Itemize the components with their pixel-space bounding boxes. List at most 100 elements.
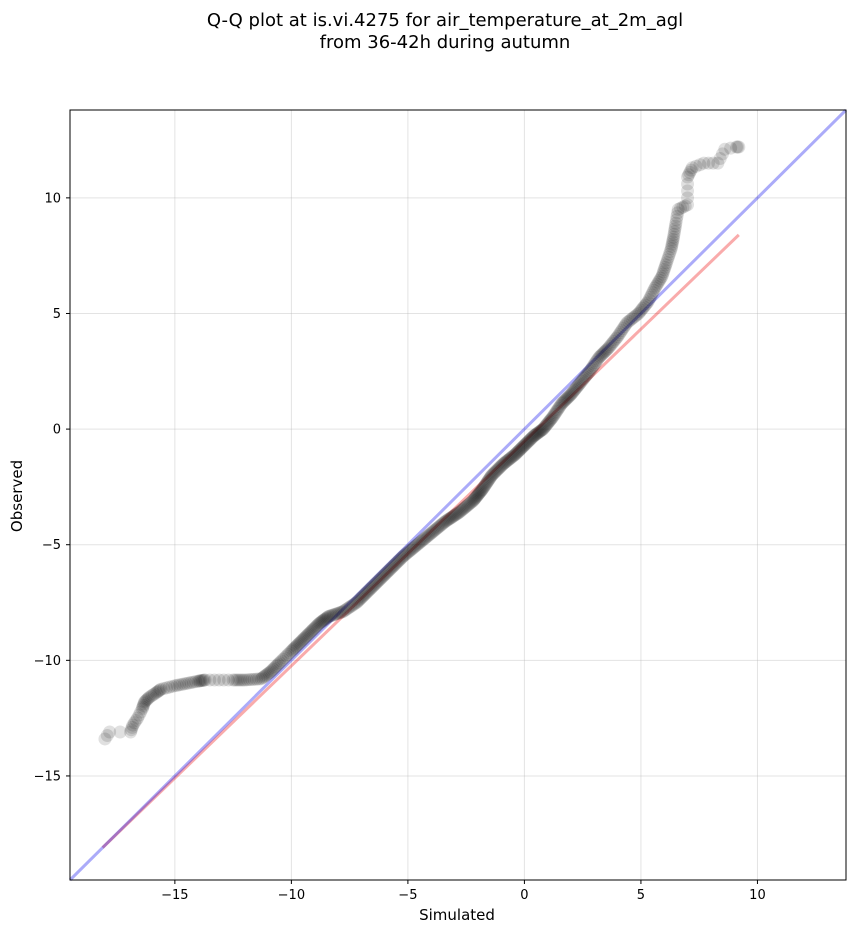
qq-point [364,582,378,596]
qq-point [319,612,333,626]
qq-point [266,662,280,676]
qq-point [240,673,254,687]
qq-point [537,421,551,435]
qq-point [546,409,560,423]
qq-point [286,643,300,657]
qq-point [667,230,681,244]
qq-point [533,424,547,438]
qq-point [289,639,303,653]
qq-point [527,429,541,443]
qq-point [667,225,681,239]
qq-point [650,277,664,291]
qq-point [300,629,314,643]
qq-point [103,725,117,739]
qq-point [417,532,431,546]
reference-lines [68,108,848,882]
qq-point [267,661,281,675]
qq-point [659,258,673,272]
qq-point [175,677,189,691]
qq-point [460,499,474,513]
qq-point [401,545,415,559]
qq-point [507,448,521,462]
qq-point [263,665,277,679]
x-tick-label: −15 [161,888,188,903]
qq-point [157,682,171,696]
qq-point [159,681,173,695]
qq-point [605,336,619,350]
qq-point [388,557,402,571]
qq-point [667,227,681,241]
qq-point [322,609,336,623]
qq-point [383,562,397,576]
qq-point [357,589,371,603]
qq-point [252,672,266,686]
qq-point [385,561,399,575]
qq-point [369,576,383,590]
qq-point [681,198,695,212]
qq-point [295,634,309,648]
qq-point [516,440,530,454]
qq-point [386,560,400,574]
qq-point [570,380,584,394]
qq-point [137,697,151,711]
qq-point [473,485,487,499]
qq-point [302,627,316,641]
qq-point [312,616,326,630]
qq-point [457,501,471,515]
qq-point [228,673,242,687]
qq-point [459,500,473,514]
qq-point [320,611,334,625]
qq-point [474,484,488,498]
qq-point [609,331,623,345]
qq-point [310,619,324,633]
qq-point [431,521,445,535]
qq-point [329,607,343,621]
qq-point [666,232,680,246]
qq-point [561,390,575,404]
qq-point [528,428,542,442]
qq-point [387,559,401,573]
qq-point [182,676,196,690]
qq-point [443,512,457,526]
qq-point [293,636,307,650]
qq-point [173,678,187,692]
qq-point [113,725,127,739]
qq-point [428,523,442,537]
qq-point [669,213,683,227]
qq-point [519,436,533,450]
y-tick-label: 5 [53,307,61,322]
qq-point [309,620,323,634]
qq-point [382,563,396,577]
qq-point [593,349,607,363]
qq-point [432,520,446,534]
qq-point [124,725,138,739]
qq-point [669,216,683,230]
qq-point [436,517,450,531]
qq-point [392,554,406,568]
qq-point [414,535,428,549]
identity-line [68,108,848,882]
qq-point [542,415,556,429]
qq-point [483,471,497,485]
qq-point [315,614,329,628]
qq-point [323,609,337,623]
qq-point [230,673,244,687]
x-tick-label: −10 [278,888,305,903]
qq-point [180,676,194,690]
qq-point [411,537,425,551]
qq-point [504,451,518,465]
qq-point [718,142,732,156]
qq-point [398,548,412,562]
qq-point [347,598,361,612]
qq-point [170,678,184,692]
qq-point [452,505,466,519]
qq-point [625,312,639,326]
qq-point [311,617,325,631]
qq-point [511,445,525,459]
qq-point [470,489,484,503]
qq-point [339,603,353,617]
qq-point [476,481,490,495]
qq-point [516,439,530,453]
y-tick-label: −5 [42,538,61,553]
qq-point [464,496,478,510]
